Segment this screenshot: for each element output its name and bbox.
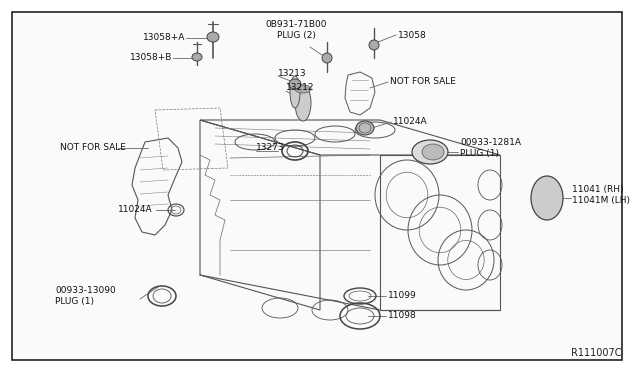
Text: 00933-13090
PLUG (1): 00933-13090 PLUG (1) [55,286,116,306]
Ellipse shape [289,79,301,89]
Text: 13212: 13212 [286,83,314,93]
Text: 11041 (RH)
11041M (LH): 11041 (RH) 11041M (LH) [572,185,630,205]
Text: 11024A: 11024A [393,118,428,126]
Ellipse shape [295,85,311,121]
Ellipse shape [295,85,311,93]
Text: 13273: 13273 [256,144,285,153]
Text: NOT FOR SALE: NOT FOR SALE [390,77,456,87]
Text: 00933-1281A
PLUG (1): 00933-1281A PLUG (1) [460,138,521,158]
Text: 11024A: 11024A [118,205,152,215]
Text: R111007C: R111007C [572,348,622,358]
Text: 13058+A: 13058+A [143,33,185,42]
Ellipse shape [531,176,563,220]
Ellipse shape [422,144,444,160]
Ellipse shape [290,76,300,108]
Text: 13058+B: 13058+B [130,54,172,62]
Text: 11098: 11098 [388,311,417,321]
Text: 11099: 11099 [388,292,417,301]
Ellipse shape [369,40,379,50]
Ellipse shape [192,53,202,61]
Text: NOT FOR SALE: NOT FOR SALE [60,144,126,153]
Text: 13213: 13213 [278,68,307,77]
Ellipse shape [207,32,219,42]
Ellipse shape [356,121,374,135]
Ellipse shape [412,140,448,164]
Text: 13058: 13058 [398,31,427,39]
Text: 0B931-71B00
PLUG (2): 0B931-71B00 PLUG (2) [265,20,327,40]
Ellipse shape [322,53,332,63]
